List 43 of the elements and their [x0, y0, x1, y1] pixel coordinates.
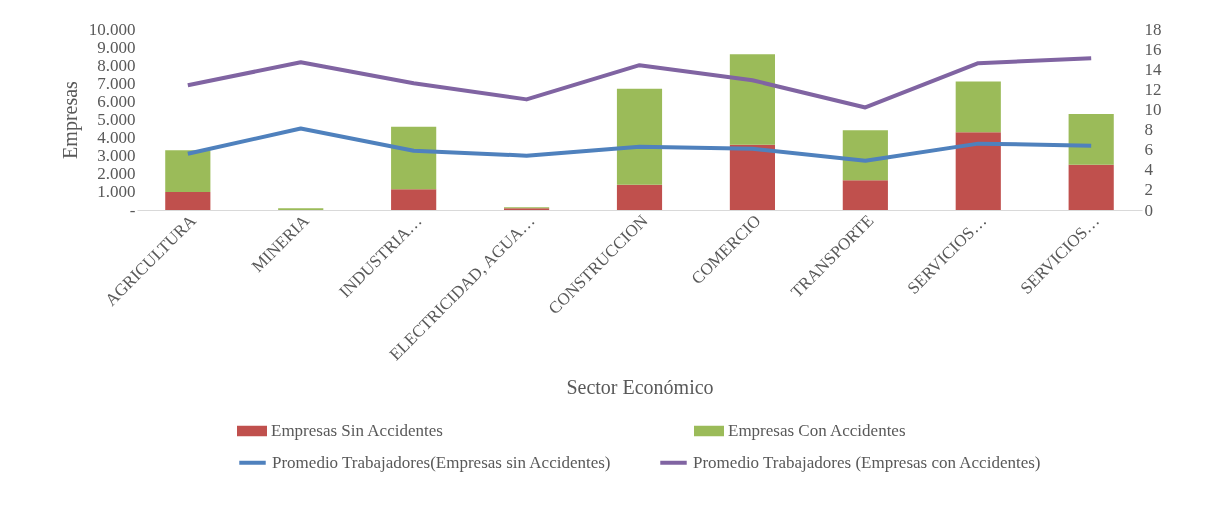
y2-tick-label: 14	[1144, 59, 1162, 79]
y-tick-label: 7.000	[97, 73, 136, 93]
y2-tick-label: 18	[1144, 19, 1162, 39]
legend-label: Promedio Trabajadores (Empresas con Accidentes)	[693, 452, 1041, 472]
y2-tick-label: 10	[1144, 99, 1162, 119]
bar	[616, 184, 663, 210]
x-axis-title: Sector Económico	[566, 376, 714, 399]
bar	[1068, 164, 1114, 210]
y2-tick-label: 2	[1144, 180, 1153, 200]
y-tick-label: 10.000	[88, 19, 136, 39]
y2-tick-label: 6	[1144, 140, 1153, 160]
bar	[955, 81, 1001, 133]
bar	[391, 126, 437, 190]
y2-tick-label: 12	[1144, 79, 1162, 99]
legend-label: Empresas Con Accidentes	[728, 421, 906, 440]
legend-label: Empresas Sin Accidentes	[271, 421, 443, 440]
bar	[842, 130, 888, 181]
bar	[1068, 114, 1114, 165]
y-tick-label: 9.000	[97, 37, 136, 57]
legend-label: Promedio Trabajadores(Empresas sin Accidentes)	[272, 452, 611, 472]
y-tick-label: 2.000	[97, 164, 136, 184]
y-axis-title: Empresas	[58, 80, 82, 159]
bar	[165, 191, 211, 210]
y2-tick-label: 4	[1144, 160, 1154, 180]
y-tick-label: 6.000	[97, 91, 136, 111]
y-tick-label: 8.000	[97, 55, 136, 75]
bar	[391, 189, 437, 210]
bar	[165, 150, 211, 192]
y2-tick-label: 16	[1144, 39, 1162, 59]
y-tick-label: 4.000	[97, 128, 136, 148]
y2-tick-label: 8	[1144, 120, 1153, 140]
y-tick-label: 1.000	[97, 182, 136, 202]
bar	[729, 54, 776, 145]
line-series	[185, 126, 1094, 163]
y-tick-label: -	[129, 200, 136, 220]
y-tick-label: 3.000	[97, 146, 136, 166]
bar	[842, 180, 888, 210]
bar	[616, 88, 663, 185]
bar	[955, 132, 1001, 210]
line-series	[185, 56, 1094, 110]
y2-tick-label: 0	[1144, 200, 1153, 220]
bar	[729, 144, 776, 210]
y-tick-label: 5.000	[97, 110, 136, 129]
